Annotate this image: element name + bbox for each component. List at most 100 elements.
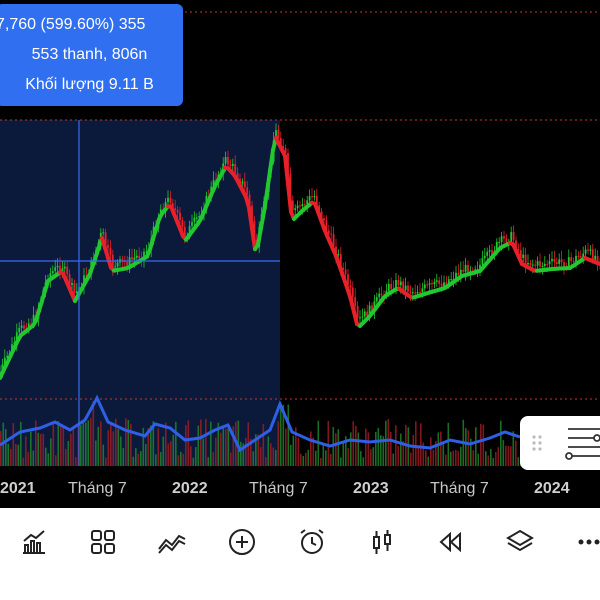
candle-body (51, 271, 54, 274)
volume-bar (127, 419, 130, 466)
volume-bar (515, 440, 517, 466)
volume-bar (400, 433, 402, 466)
volume-bar (502, 440, 505, 466)
indicator-lines-icon[interactable] (152, 522, 192, 562)
volume-bar (52, 422, 55, 466)
layers-icon[interactable] (500, 522, 540, 562)
volume-bar (190, 446, 192, 466)
chart-canvas[interactable] (0, 0, 600, 508)
candle-body (596, 255, 599, 262)
volume-bar (55, 455, 57, 466)
volume-bar (252, 451, 255, 466)
candle-body (500, 236, 503, 242)
candle-body (563, 262, 565, 267)
chart-bar-icon[interactable] (14, 522, 54, 562)
volume-bar (105, 457, 107, 466)
candle-body (529, 262, 532, 266)
volume-bar (87, 420, 90, 466)
volume-bar (310, 431, 312, 466)
volume-bar (337, 429, 340, 466)
volume-bar (342, 441, 345, 466)
candle-body (246, 187, 249, 195)
volume-bar (477, 453, 480, 466)
volume-bar (155, 454, 157, 466)
volume-bar (480, 423, 482, 466)
more-icon[interactable] (568, 522, 600, 562)
candle-body (462, 269, 465, 272)
volume-bar (60, 425, 62, 466)
volume-bar (292, 435, 295, 466)
candle-body (126, 261, 129, 267)
volume-bar (392, 453, 395, 466)
candle-body (296, 205, 299, 209)
volume-bar (440, 431, 442, 466)
volume-bar (347, 448, 350, 466)
alarm-clock-icon[interactable] (292, 522, 332, 562)
volume-bar (420, 423, 422, 466)
volume-bar (97, 426, 100, 466)
volume-bar (192, 457, 195, 466)
volume-bar (122, 447, 125, 466)
candle-body (135, 255, 138, 258)
volume-bar (497, 447, 500, 466)
candle-body (179, 212, 181, 221)
volume-bar (90, 418, 92, 466)
selection-range[interactable] (0, 120, 280, 466)
candle-body (421, 288, 424, 293)
volume-bar (132, 456, 135, 466)
volume-bar (25, 436, 27, 466)
volume-bar (282, 404, 285, 466)
volume-bar (460, 446, 462, 466)
volume-bar (15, 443, 17, 466)
volume-bar (77, 423, 80, 466)
candle-body (306, 200, 309, 205)
replay-icon[interactable] (430, 522, 470, 562)
candle-body (176, 209, 179, 213)
candle-body (342, 267, 345, 270)
candlestick-icon[interactable] (362, 522, 402, 562)
volume-bar (445, 454, 447, 466)
ma-segment (259, 209, 266, 231)
volume-bar (442, 444, 445, 466)
grid-icon[interactable] (83, 522, 123, 562)
candle-body (512, 232, 515, 241)
axis-label: 2024 (534, 480, 570, 497)
candle-body (387, 283, 390, 291)
candle-body (404, 285, 407, 291)
volume-bar (365, 428, 367, 466)
candle-body (414, 292, 417, 294)
candle-body (455, 272, 457, 279)
object-tree-button[interactable] (520, 416, 600, 470)
volume-bar (102, 444, 105, 466)
volume-bar (490, 449, 492, 466)
add-icon[interactable] (222, 522, 262, 562)
volume-bar (202, 438, 205, 466)
candle-body (63, 266, 66, 269)
volume-bar (430, 437, 432, 466)
candle-body (517, 249, 520, 251)
axis-label: 2023 (353, 480, 389, 497)
volume-bar (10, 449, 12, 466)
volume-bar (492, 457, 495, 466)
candle-body (457, 272, 460, 276)
volume-bar (175, 421, 177, 466)
volume-bar (95, 440, 97, 466)
volume-bar (352, 421, 355, 466)
price-chart[interactable]: 7,760 (599.60%) 355 553 thanh, 806n Khối… (0, 0, 600, 508)
candle-body (315, 196, 318, 206)
candle-body (291, 200, 294, 211)
volume-bar (120, 436, 122, 466)
volume-bar (135, 448, 137, 466)
volume-bar (212, 452, 215, 466)
candle-body (551, 258, 553, 262)
candle-body (234, 163, 237, 173)
volume-bar (5, 429, 7, 466)
candle-body (183, 226, 186, 237)
candle-body (395, 279, 397, 290)
volume-bar (415, 421, 417, 466)
volume-bar (410, 452, 412, 466)
candle-body (498, 241, 501, 243)
axis-label: Tháng 7 (430, 480, 489, 497)
volume-bar (505, 445, 507, 466)
candle-body (407, 285, 409, 292)
